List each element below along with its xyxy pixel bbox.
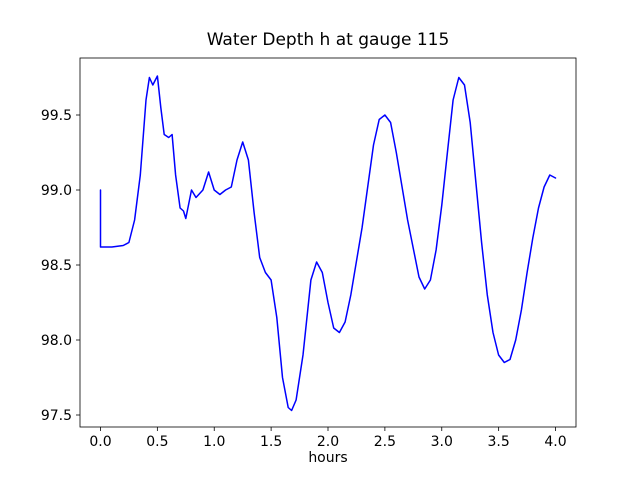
x-axis-label: hours [308,450,347,466]
x-tick-label: 3.5 [488,434,510,450]
x-tick-label: 1.5 [260,434,282,450]
y-tick-label: 99.0 [41,183,72,199]
x-tick-label: 3.0 [431,434,453,450]
y-tick-label: 98.0 [41,333,72,349]
data-line [99,75,557,412]
x-tick-label: 0.5 [146,434,168,450]
x-tick-label: 2.5 [374,434,396,450]
axis-ticks: 0.0 0.5 1.0 1.5 2.0 2.5 3.0 3.5 4.0 97.5 98.0 98.5 9… [41,108,567,450]
chart-title: Water Depth h at gauge 115 [207,30,450,50]
axes-box [79,57,577,428]
x-tick-label: 1.0 [203,434,225,450]
x-tick-label: 0.0 [89,434,111,450]
y-tick-label: 99.5 [41,108,72,124]
y-tick-label: 97.5 [41,408,72,424]
x-tick-label: 2.0 [317,434,339,450]
x-tick-label: 4.0 [544,434,566,450]
y-tick-label: 98.5 [41,258,72,274]
